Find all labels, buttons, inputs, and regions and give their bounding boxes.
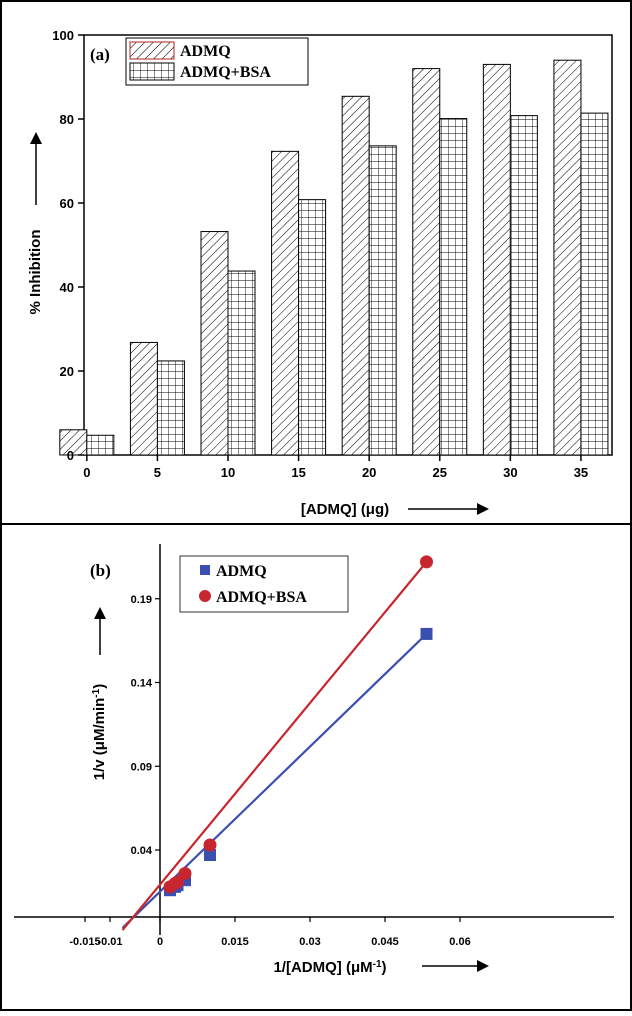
y-axis-title-a: % Inhibition bbox=[27, 230, 44, 315]
bar-admq-35 bbox=[553, 59, 582, 456]
y-axis-ticks-a: 0 20 40 60 80 100 bbox=[52, 28, 84, 463]
legend-marker-admq bbox=[200, 565, 210, 575]
panel-a-bar-chart: 0 20 40 60 80 100 0 5 10 15 20 25 30 35 (a) ADMQ ADM… bbox=[27, 28, 613, 518]
fit-line-admq-bsa bbox=[121, 561, 428, 931]
x-tick-label-a: 25 bbox=[433, 465, 447, 480]
legend-a: ADMQ ADMQ+BSA bbox=[125, 37, 309, 86]
y-tick-label-b: 0.04 bbox=[131, 845, 153, 857]
y-tick-label-b: 0.14 bbox=[131, 678, 153, 690]
points-group-b bbox=[163, 555, 433, 897]
y-tick-label-a: 100 bbox=[52, 28, 74, 43]
y-axis-ticks-b: 0.04 0.09 0.14 0.19 bbox=[131, 594, 160, 857]
bar-admq-10 bbox=[200, 231, 229, 456]
legend-label-admq-bsa: ADMQ+BSA bbox=[180, 64, 271, 81]
legend-swatch-admq bbox=[129, 41, 175, 60]
y-tick-label-a: 0 bbox=[67, 448, 74, 463]
y-axis-title-b: 1/v (μM/min-1) bbox=[91, 684, 109, 780]
panel-label-a: (a) bbox=[90, 45, 110, 64]
x-tick-label-b: 0.06 bbox=[449, 936, 470, 948]
bar-admq-bsa-30 bbox=[509, 115, 538, 456]
panel-label-b: (b) bbox=[90, 561, 111, 580]
y-tick-label-a: 60 bbox=[60, 196, 74, 211]
legend-swatch-admq-bsa bbox=[129, 62, 175, 81]
x-tick-label-a: 10 bbox=[221, 465, 235, 480]
bars-group-a bbox=[59, 59, 609, 456]
y-tick-label-b: 0.09 bbox=[131, 761, 152, 773]
y-tick-label-a: 80 bbox=[60, 112, 74, 127]
bar-admq-15 bbox=[271, 150, 300, 456]
x-axis-title-b: 1/[ADMQ] (μM-1) bbox=[273, 959, 386, 977]
x-tick-label-b: 0.045 bbox=[371, 936, 399, 948]
bar-admq-25 bbox=[412, 68, 441, 456]
y-tick-label-a: 40 bbox=[60, 280, 74, 295]
x-tick-label-b: 0.015 bbox=[221, 936, 249, 948]
x-tick-label-a: 35 bbox=[574, 465, 588, 480]
point-admq bbox=[204, 849, 216, 862]
x-tick-label-a: 5 bbox=[154, 465, 161, 480]
bar-admq-5 bbox=[129, 341, 158, 456]
fit-lines-b bbox=[121, 561, 428, 931]
bar-admq-bsa-5 bbox=[156, 360, 185, 456]
bar-admq-20 bbox=[341, 95, 370, 456]
bar-admq-bsa-35 bbox=[580, 112, 609, 456]
bar-admq-bsa-15 bbox=[298, 199, 327, 456]
point-admq-bsa bbox=[171, 875, 184, 889]
legend-label-admq-b: ADMQ bbox=[216, 563, 267, 580]
x-tick-label-a: 0 bbox=[83, 465, 90, 480]
x-axis-ticks-b: -0.015-0.01 0 0.015 0.03 0.045 0.06 bbox=[69, 917, 471, 948]
bar-admq-bsa-20 bbox=[368, 145, 397, 456]
panel-b-frame bbox=[0, 523, 632, 1011]
legend-marker-admq-bsa bbox=[199, 590, 211, 602]
x-axis-ticks-a: 0 5 10 15 20 25 30 35 bbox=[83, 455, 588, 480]
bar-admq-bsa-25 bbox=[439, 118, 468, 456]
x-tick-label-b: -0.01 bbox=[97, 936, 122, 948]
legend-b: ADMQ ADMQ+BSA bbox=[179, 555, 349, 613]
x-tick-label-a: 20 bbox=[362, 465, 376, 480]
point-admq-bsa bbox=[203, 838, 217, 852]
bar-admq-bsa-0 bbox=[86, 434, 115, 456]
point-admq bbox=[420, 627, 433, 640]
panel-b-scatter-chart: 0.04 0.09 0.14 0.19 -0.015-0.01 0 0.015 0.03 0.… bbox=[14, 544, 614, 976]
x-tick-label-a: 30 bbox=[503, 465, 517, 480]
point-admq-bsa bbox=[178, 866, 192, 880]
x-tick-label-b: -0.015 bbox=[69, 936, 100, 948]
legend-label-admq: ADMQ bbox=[180, 43, 231, 60]
y-tick-label-a: 20 bbox=[60, 364, 74, 379]
y-tick-label-b: 0.19 bbox=[131, 594, 152, 606]
x-tick-label-b: 0 bbox=[157, 936, 163, 948]
x-tick-label-a: 15 bbox=[291, 465, 305, 480]
point-admq-bsa bbox=[420, 555, 433, 569]
bar-admq-0 bbox=[59, 429, 88, 456]
bar-admq-bsa-10 bbox=[227, 270, 256, 456]
x-axis-title-a: [ADMQ] (μg) bbox=[301, 501, 389, 518]
x-tick-label-b: 0.03 bbox=[299, 936, 320, 948]
legend-label-admq-bsa-b: ADMQ+BSA bbox=[216, 589, 307, 606]
bar-admq-30 bbox=[482, 63, 511, 456]
